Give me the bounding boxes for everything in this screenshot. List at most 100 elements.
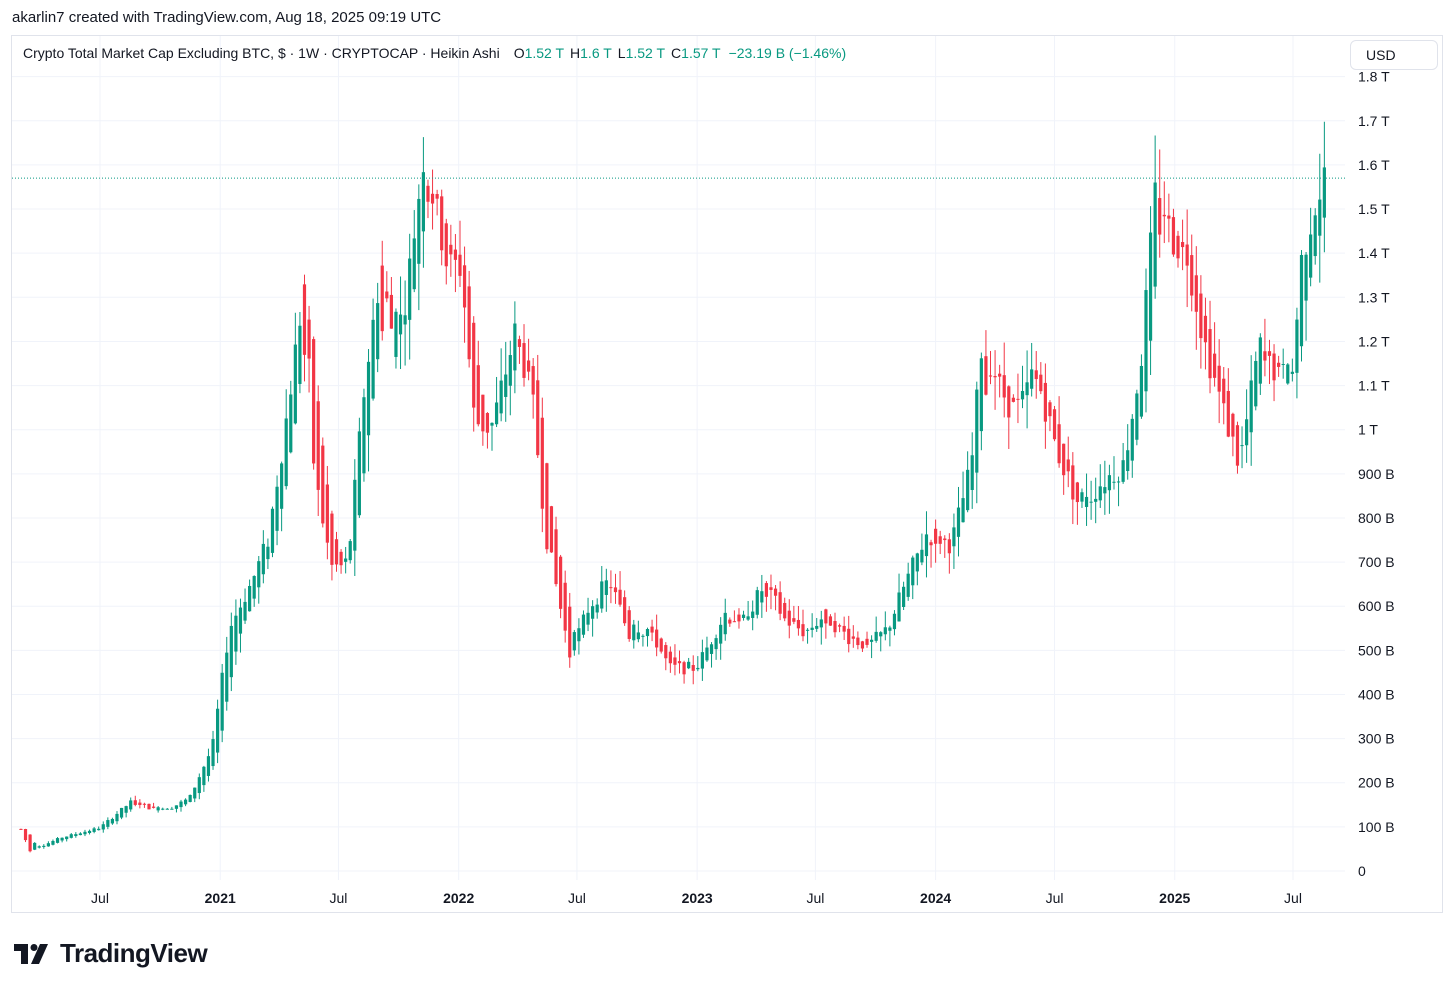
candle	[37, 845, 41, 849]
candle	[1194, 246, 1198, 350]
candle	[824, 608, 828, 639]
candle	[353, 459, 357, 576]
candle	[1231, 412, 1235, 457]
candle	[664, 642, 668, 671]
candle	[554, 516, 558, 587]
candle	[956, 486, 961, 557]
candle	[1039, 362, 1043, 395]
candle	[188, 794, 192, 803]
candle	[911, 555, 915, 600]
y-tick-label: 1.4 T	[1358, 245, 1390, 261]
candle	[1167, 193, 1171, 243]
chart-frame[interactable]	[11, 35, 1443, 913]
price-axis: 0 100 B 200 B 300 B 400 B 500 B 600 B 700 B 800 …	[1358, 69, 1395, 879]
candle	[787, 599, 791, 639]
tradingview-logo[interactable]: TradingView	[14, 938, 208, 969]
candle	[906, 562, 910, 601]
candle	[1089, 480, 1093, 520]
candle	[87, 829, 92, 835]
candle	[357, 417, 361, 518]
y-tick-label: 1.8 T	[1358, 69, 1390, 85]
candle	[888, 625, 892, 647]
candle	[321, 437, 325, 528]
candle	[1084, 473, 1089, 526]
candle	[737, 608, 741, 629]
candle	[1094, 477, 1098, 524]
open-value: 1.52 T	[524, 45, 565, 61]
candle	[1139, 354, 1144, 419]
candle	[174, 805, 179, 813]
candle	[1235, 421, 1240, 474]
candle	[216, 699, 220, 764]
candle	[645, 627, 650, 647]
candle	[833, 612, 837, 638]
candle	[943, 535, 947, 558]
candle	[1240, 426, 1244, 469]
candle	[641, 634, 645, 647]
symbol-description[interactable]: Crypto Total Market Cap Excluding BTC, $…	[23, 45, 500, 61]
candle	[915, 552, 919, 586]
candle	[398, 276, 403, 370]
candle	[691, 655, 695, 685]
chart-legend: Crypto Total Market Cap Excluding BTC, $…	[23, 45, 846, 61]
candle	[897, 573, 901, 622]
change-value: −23.19 B (−1.46%)	[728, 45, 847, 61]
candle	[1254, 351, 1258, 411]
candle	[778, 581, 782, 621]
candle	[289, 380, 293, 454]
candle	[69, 832, 73, 839]
candle	[19, 828, 23, 830]
candle	[1025, 350, 1029, 429]
candle	[764, 581, 769, 612]
candle	[129, 797, 133, 812]
candle	[508, 340, 512, 416]
candle	[874, 616, 878, 643]
high-value: 1.6 T	[580, 45, 612, 61]
candle	[302, 274, 307, 382]
candle	[481, 394, 485, 446]
candle	[618, 571, 622, 607]
candle	[51, 839, 55, 846]
candle	[156, 805, 160, 813]
candle	[417, 184, 421, 311]
candle	[97, 826, 101, 831]
candle	[842, 616, 846, 640]
candle	[746, 600, 750, 621]
y-tick-label: 200 B	[1358, 775, 1395, 791]
candle	[751, 600, 755, 631]
y-tick-label: 1.1 T	[1358, 378, 1390, 394]
candle	[883, 611, 887, 641]
candle	[549, 505, 554, 553]
candle	[837, 623, 842, 633]
candle	[1185, 209, 1189, 308]
candles	[19, 121, 1326, 853]
candle	[741, 610, 746, 621]
candle	[1098, 464, 1102, 508]
currency-button[interactable]: USD	[1350, 40, 1438, 70]
candle	[124, 805, 128, 818]
candle	[234, 599, 238, 665]
candle	[970, 432, 974, 509]
candle	[60, 837, 64, 843]
candle	[979, 352, 983, 451]
candle	[623, 590, 627, 626]
candle	[485, 412, 490, 449]
candle	[229, 612, 233, 692]
y-tick-label: 1 T	[1358, 422, 1378, 438]
candle	[1103, 460, 1107, 515]
candle	[755, 586, 759, 619]
candle	[1295, 307, 1299, 399]
candle	[687, 657, 691, 670]
candle	[55, 837, 60, 844]
candle	[682, 660, 686, 684]
chart-grid	[12, 36, 1345, 880]
candle	[677, 650, 682, 674]
candle	[696, 656, 700, 672]
candle	[426, 179, 430, 219]
candle	[993, 350, 997, 410]
candle	[984, 330, 988, 396]
candle	[243, 588, 247, 624]
candle	[513, 301, 517, 394]
candle	[1075, 481, 1079, 525]
